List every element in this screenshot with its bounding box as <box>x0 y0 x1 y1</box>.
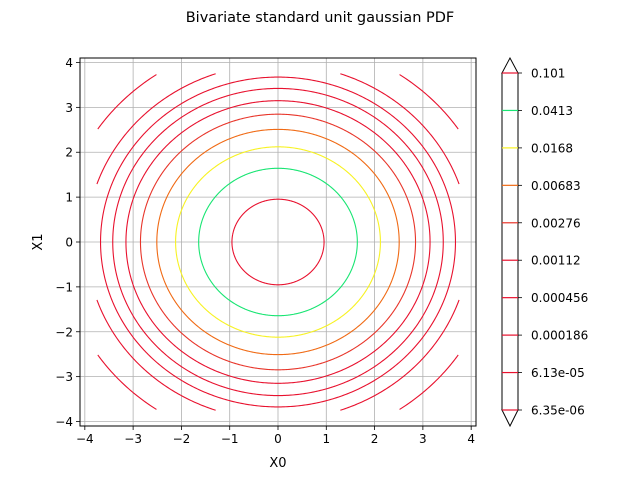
colorbar-tick-label: 0.00276 <box>531 216 581 230</box>
contour-level-line <box>99 76 457 408</box>
chart-title: Bivariate standard unit gaussian PDF <box>186 10 455 26</box>
colorbar-tick-label: 0.101 <box>531 67 565 81</box>
colorbar-body <box>501 72 519 411</box>
x-axis-ticks: −4 −3 −2 −1 0 1 2 3 4 <box>76 426 475 446</box>
y-tick-label: 4 <box>65 56 73 70</box>
x-tick-label: 4 <box>467 432 475 446</box>
contour-level-line <box>156 128 400 356</box>
x-tick-label: 1 <box>322 432 330 446</box>
y-tick-label: 2 <box>65 146 73 160</box>
y-tick-label: −2 <box>55 325 73 339</box>
x-tick-label: 2 <box>371 432 379 446</box>
x-tick-label: −2 <box>173 432 191 446</box>
grid <box>80 58 476 426</box>
x-tick-label: 3 <box>419 432 427 446</box>
x-tick-label: −1 <box>221 432 239 446</box>
y-tick-label: −4 <box>55 415 73 429</box>
x-tick-label: −3 <box>124 432 142 446</box>
contour-level-line <box>231 198 325 286</box>
contour-level-line <box>175 146 381 338</box>
contour-level-line <box>97 74 459 410</box>
colorbar-tick-label: 6.35e-06 <box>531 404 585 418</box>
x-tick-label: −4 <box>76 432 94 446</box>
y-tick-label: −3 <box>55 370 73 384</box>
y-tick-label: 0 <box>65 236 73 250</box>
contour-level-line <box>198 167 358 317</box>
colorbar-tick-label: 0.000186 <box>531 329 588 343</box>
colorbar-tick-label: 0.0413 <box>531 104 573 118</box>
colorbar-levels: 0.101 0.0413 0.0168 0.00683 0.00276 0.00112 0.… <box>502 67 588 418</box>
y-axis-label: X1 <box>31 233 46 250</box>
y-tick-label: −1 <box>55 280 73 294</box>
x-axis-label: X0 <box>269 456 286 471</box>
contour-lines <box>96 73 460 411</box>
colorbar-tick-label: 0.00112 <box>531 254 581 268</box>
contour-level-line <box>96 73 460 411</box>
colorbar-tick-label: 0.00683 <box>531 179 581 193</box>
y-tick-label: 3 <box>65 101 73 115</box>
colorbar-tick-label: 6.13e-05 <box>531 366 585 380</box>
colorbar: 0.101 0.0413 0.0168 0.00683 0.00276 0.00112 0.… <box>501 56 588 428</box>
colorbar-tick-label: 0.000456 <box>531 291 588 305</box>
colorbar-tick-label: 0.0168 <box>531 141 573 155</box>
x-tick-label: 0 <box>274 432 282 446</box>
y-axis-ticks: −4 −3 −2 −1 0 1 2 3 4 <box>55 56 80 429</box>
y-tick-label: 1 <box>65 191 73 205</box>
contour-level-line <box>139 113 417 371</box>
contour-level-line <box>112 87 444 397</box>
contour-level-line <box>125 100 431 384</box>
